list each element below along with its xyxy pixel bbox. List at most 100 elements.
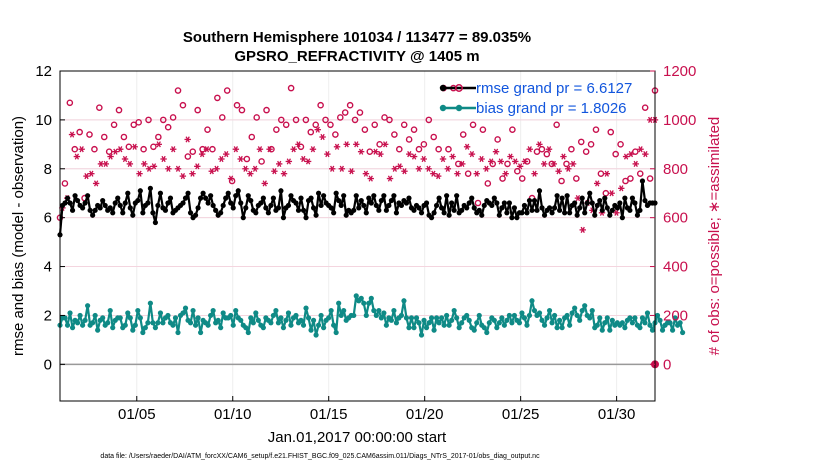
rmse-data-point — [567, 210, 573, 216]
bias-data-point — [215, 317, 221, 323]
possible-obs-point — [110, 121, 118, 129]
rmse-data-point — [331, 210, 337, 216]
rmse-data-point — [604, 205, 610, 211]
rmse-data-point — [92, 207, 98, 213]
rmse-data-point — [72, 193, 78, 199]
bias-data-point — [283, 317, 289, 323]
rmse-data-point — [356, 205, 362, 211]
asterisk-stroke — [474, 170, 479, 177]
rmse-data-point — [383, 207, 389, 213]
asterisk-stroke — [517, 163, 523, 170]
rmse-data-point — [546, 205, 553, 211]
bias-data-point — [107, 307, 113, 314]
asterisk-stroke — [455, 170, 460, 177]
right-axis-ticks: 0 200 400 600 800 1000 1200 — [650, 63, 696, 373]
asterisk-stroke — [272, 168, 277, 175]
possible-obs-point — [150, 143, 157, 151]
bias-data-point — [117, 315, 123, 321]
possible-obs-point — [184, 153, 192, 160]
rmse-data-point — [639, 178, 646, 184]
bias-data-point — [582, 303, 588, 309]
bias-data-point — [544, 315, 550, 321]
rmse-data-point — [87, 207, 93, 213]
assimilated-obs-point — [492, 148, 500, 155]
asterisk-stroke — [137, 170, 142, 177]
bias-data-point — [82, 317, 88, 323]
assimilated-obs-point — [88, 170, 95, 177]
bias-data-point — [401, 298, 407, 304]
assimilated-obs-point — [247, 170, 254, 177]
bias-data-point — [310, 317, 317, 323]
possible-obs-point — [518, 175, 526, 182]
asterisk-stroke — [238, 155, 243, 163]
asterisk-stroke — [156, 141, 161, 148]
bias-data-point — [122, 322, 128, 328]
asterisk-stroke — [180, 173, 186, 180]
rmse-data-point — [514, 215, 520, 221]
rmse-data-point — [285, 202, 292, 209]
rmse-data-point — [471, 205, 477, 211]
rmse-data-point — [496, 212, 502, 218]
assimilated-obs-point — [377, 151, 384, 158]
rmse-data-point — [152, 219, 159, 226]
asterisk-stroke — [508, 153, 513, 160]
assimilated-obs-point — [468, 151, 476, 158]
assimilated-obs-point — [145, 165, 153, 172]
asterisk-stroke — [604, 170, 609, 177]
bias-data-point — [446, 322, 452, 328]
bias-data-point — [383, 322, 389, 328]
rmse-data-point — [90, 212, 96, 218]
asterisk-stroke — [638, 146, 643, 153]
bias-data-point — [253, 310, 259, 316]
right-tick-label: 200 — [663, 307, 688, 324]
asterisk-stroke — [503, 170, 508, 177]
right-tick-label: 0 — [663, 356, 671, 373]
asterisk-stroke — [204, 146, 210, 153]
bias-data-point — [554, 325, 560, 331]
asterisk-stroke — [262, 180, 267, 187]
bias-data-point — [220, 310, 226, 316]
asterisk-stroke — [556, 168, 561, 175]
possible-obs-point — [617, 141, 624, 148]
assimilated-obs-point — [174, 165, 182, 172]
assimilated-obs-point — [353, 141, 360, 148]
bias-data-point — [680, 329, 686, 336]
asterisk-stroke — [185, 136, 190, 143]
rmse-data-point — [351, 207, 357, 213]
plot-frame — [59, 70, 656, 402]
rmse-data-point — [243, 205, 249, 211]
asterisk-stroke — [344, 141, 349, 148]
bias-data-point — [519, 310, 525, 316]
possible-obs-point — [592, 126, 600, 133]
bias-data-point — [127, 315, 133, 321]
rmse-data-point — [69, 207, 76, 213]
right-axis-label: # of obs: o=possible; ∗=assimilated — [706, 117, 723, 356]
bias-data-point — [368, 295, 374, 301]
asterisk-stroke — [89, 170, 94, 177]
bias-data-point — [270, 312, 276, 319]
rmse-data-point — [97, 205, 103, 211]
asterisk-stroke — [378, 151, 383, 158]
assimilated-obs-point — [189, 170, 196, 177]
rmse-data-point — [117, 202, 123, 209]
possible-obs-point — [336, 114, 344, 121]
bias-data-point — [632, 315, 638, 321]
rmse-data-point — [115, 195, 121, 201]
rmse-data-point — [562, 210, 568, 216]
bias-data-point — [371, 307, 377, 314]
rmse-data-point — [135, 197, 141, 204]
rmse-data-point — [210, 202, 216, 209]
bias-data-point — [597, 315, 603, 321]
bias-data-point — [577, 317, 583, 323]
bias-data-point — [481, 325, 487, 331]
asterisk-stroke — [127, 160, 133, 167]
assimilated-obs-point — [420, 155, 427, 163]
possible-obs-point — [410, 126, 418, 133]
assimilated-obs-point — [276, 160, 283, 167]
rmse-data-point — [200, 190, 206, 196]
asterisk-stroke — [643, 151, 648, 158]
rmse-data-point — [353, 193, 359, 199]
assimilated-obs-point — [454, 170, 461, 177]
assimilated-obs-point — [150, 163, 158, 170]
assimilated-obs-point — [613, 209, 620, 216]
